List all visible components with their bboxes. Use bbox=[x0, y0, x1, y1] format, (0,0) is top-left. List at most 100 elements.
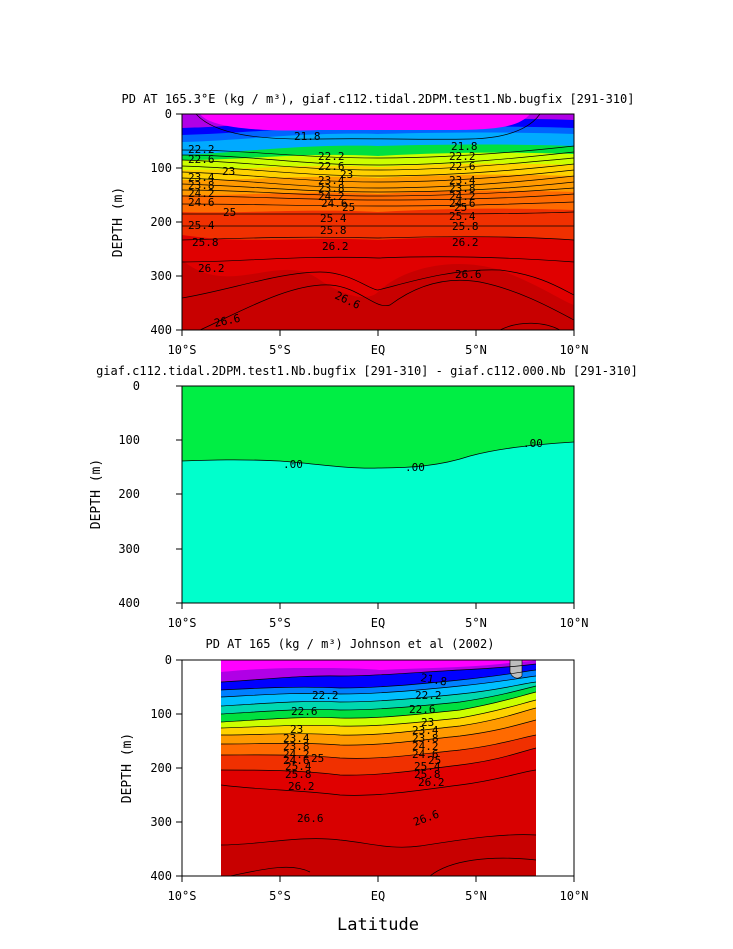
panel-2-contours bbox=[182, 441, 574, 469]
panel-2-field bbox=[182, 386, 574, 603]
y-tick-label: 300 bbox=[118, 542, 140, 556]
x-tick-label: 5°S bbox=[269, 616, 291, 630]
clabel: 22.2 bbox=[188, 143, 215, 156]
clabel: 22.2 bbox=[449, 150, 476, 163]
clabel: 23.4 bbox=[412, 724, 439, 737]
clabel: 25.8 bbox=[414, 768, 441, 781]
panel-3: PD AT 165 (kg / m³) Johnson et al (2002) bbox=[120, 637, 588, 935]
clabel: 24.2 bbox=[318, 190, 345, 203]
clabel: 22.6 bbox=[188, 153, 215, 166]
x-tick-label: 10°S bbox=[168, 616, 197, 630]
y-tick-label: 0 bbox=[165, 107, 172, 121]
clabel: .00 bbox=[523, 437, 543, 450]
clabel: 24.2 bbox=[188, 187, 215, 200]
clabel: 26.6 bbox=[455, 268, 482, 281]
clabel: 24.6 bbox=[321, 197, 348, 210]
clabel: 22.6 bbox=[318, 160, 345, 173]
panel-2-title: giaf.c112.tidal.2DPM.test1.Nb.bugfix [29… bbox=[96, 364, 638, 378]
clabel: 25 bbox=[428, 754, 441, 767]
x-tick-label: 5°N bbox=[465, 889, 487, 903]
clabel: 26.2 bbox=[198, 262, 225, 275]
clabel: 24.2 bbox=[449, 190, 476, 203]
clabel: 23.8 bbox=[318, 182, 345, 195]
y-tick-label: 400 bbox=[150, 869, 172, 883]
panel-2-contour-labels: .00 .00 .00 bbox=[283, 437, 543, 474]
clabel: 25.4 bbox=[188, 219, 215, 232]
x-tick-label: 10°N bbox=[560, 889, 589, 903]
x-tick-label: 10°N bbox=[560, 616, 589, 630]
y-tick-label: 200 bbox=[150, 215, 172, 229]
clabel: 26.6 bbox=[213, 312, 242, 330]
clabel: 22.2 bbox=[312, 689, 339, 702]
clabel: 24.6 bbox=[412, 748, 439, 761]
x-tick-label: EQ bbox=[371, 889, 385, 903]
y-tick-label: 100 bbox=[150, 161, 172, 175]
panel-1-title: PD AT 165.3°E (kg / m³), giaf.c112.tidal… bbox=[122, 92, 635, 106]
clabel: 21.8 bbox=[451, 140, 478, 153]
panel-3-ylabel: DEPTH (m) bbox=[120, 733, 135, 803]
clabel: 26.6 bbox=[297, 812, 324, 825]
panel-2-yaxis: 0 100 200 300 400 DEPTH (m) bbox=[89, 379, 182, 610]
clabel: 25.8 bbox=[320, 224, 347, 237]
clabel: 25 bbox=[454, 201, 467, 214]
clabel: 25 bbox=[311, 752, 324, 765]
clabel: 25.4 bbox=[449, 210, 476, 223]
clabel: 24.2 bbox=[283, 748, 310, 761]
clabel: 22.2 bbox=[415, 689, 442, 702]
clabel: 26.2 bbox=[288, 780, 315, 793]
clabel: 23.4 bbox=[283, 732, 310, 745]
y-tick-label: 0 bbox=[165, 653, 172, 667]
clabel: 23.4 bbox=[188, 171, 215, 184]
clabel: 25.8 bbox=[285, 768, 312, 781]
clabel: 24.6 bbox=[188, 196, 215, 209]
clabel: 22.2 bbox=[318, 150, 345, 163]
clabel: 22.6 bbox=[291, 705, 318, 718]
clabel: 23.8 bbox=[283, 740, 310, 753]
panel-1-yaxis: 0 100 200 300 400 DEPTH (m) bbox=[111, 107, 182, 337]
clabel: 22.6 bbox=[449, 160, 476, 173]
clabel: 23.8 bbox=[449, 182, 476, 195]
y-tick-label: 200 bbox=[118, 487, 140, 501]
clabel: 24.2 bbox=[412, 740, 439, 753]
clabel: 21.8 bbox=[294, 130, 321, 143]
x-tick-label: 5°N bbox=[465, 616, 487, 630]
y-tick-label: 300 bbox=[150, 269, 172, 283]
x-tick-label: 5°N bbox=[465, 343, 487, 357]
panel-1: PD AT 165.3°E (kg / m³), giaf.c112.tidal… bbox=[111, 92, 635, 357]
x-tick-label: EQ bbox=[371, 343, 385, 357]
panel-3-xaxis: 10°S 5°S EQ 5°N 10°N Latitude bbox=[168, 876, 589, 935]
clabel: 25.4 bbox=[320, 212, 347, 225]
y-tick-label: 0 bbox=[133, 379, 140, 393]
panel-2: giaf.c112.tidal.2DPM.test1.Nb.bugfix [29… bbox=[89, 364, 638, 630]
clabel: 23 bbox=[222, 165, 235, 178]
clabel: .00 bbox=[405, 461, 425, 474]
clabel: 25.8 bbox=[192, 236, 219, 249]
y-tick-label: 200 bbox=[150, 761, 172, 775]
clabel: 26.2 bbox=[452, 236, 479, 249]
clabel: 23 bbox=[421, 716, 434, 729]
panel-3-contour-labels: 21.8 22.2 22.2 22.6 22.6 23 23 23.4 23.4… bbox=[283, 671, 448, 829]
clabel: 23.4 bbox=[318, 174, 345, 187]
panel-3-contours bbox=[221, 663, 536, 876]
clabel: 23 bbox=[340, 168, 353, 181]
y-tick-label: 100 bbox=[150, 707, 172, 721]
clabel: 26.2 bbox=[322, 240, 349, 253]
y-tick-label: 400 bbox=[150, 323, 172, 337]
clabel: 26.2 bbox=[418, 776, 445, 789]
x-tick-label: 5°S bbox=[269, 343, 291, 357]
x-tick-label: 10°N bbox=[560, 343, 589, 357]
clabel: 25.8 bbox=[452, 220, 479, 233]
clabel: 23.8 bbox=[412, 732, 439, 745]
x-tick-label: 10°S bbox=[168, 889, 197, 903]
clabel: .00 bbox=[283, 458, 303, 471]
y-tick-label: 400 bbox=[118, 596, 140, 610]
clabel: 25 bbox=[342, 201, 355, 214]
clabel: 23.4 bbox=[449, 174, 476, 187]
clabel: 25.4 bbox=[285, 760, 312, 773]
x-tick-label: EQ bbox=[371, 616, 385, 630]
panel-3-field bbox=[221, 660, 536, 876]
x-tick-label: 5°S bbox=[269, 889, 291, 903]
clabel: 21.8 bbox=[419, 671, 447, 688]
panel-2-ylabel: DEPTH (m) bbox=[89, 459, 104, 529]
